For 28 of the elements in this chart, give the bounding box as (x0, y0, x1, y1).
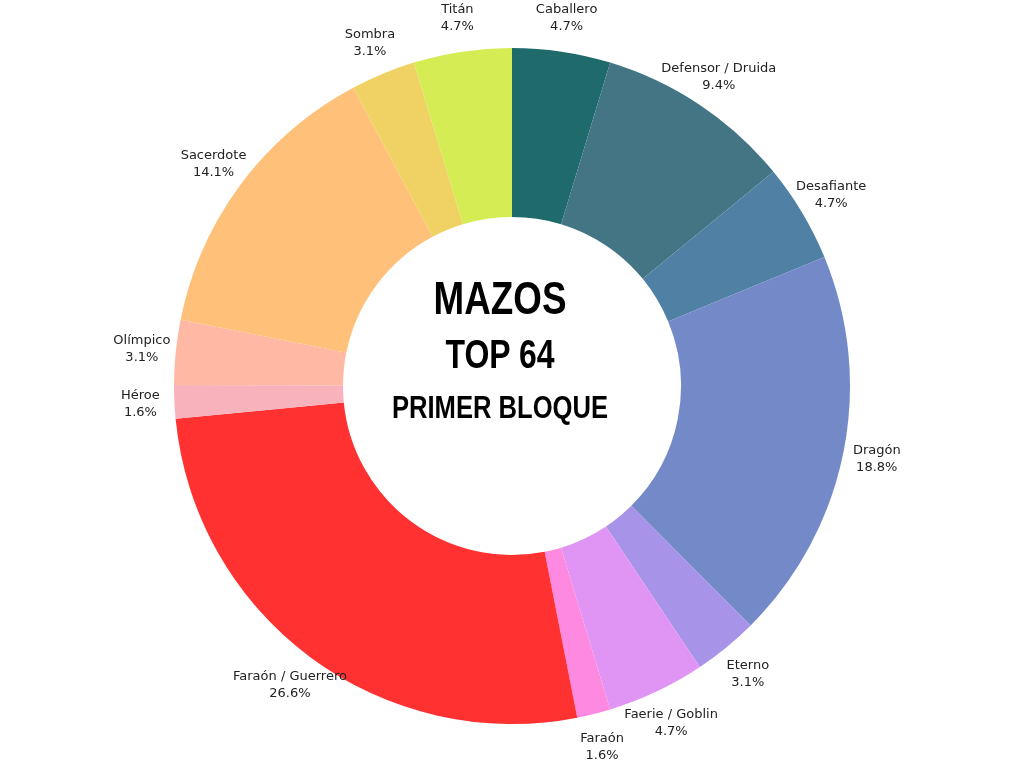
data-label: 14.1% (192, 164, 235, 180)
slice-label: Sombra (344, 25, 396, 41)
data-label: 4.7% (440, 18, 474, 34)
slice-label: Caballero (535, 1, 598, 17)
data-label: 18.8% (856, 459, 898, 475)
data-label: 4.7% (654, 722, 688, 738)
slice-label: Sacerdote (180, 147, 247, 163)
text: MAZOS (432, 271, 568, 326)
data-label: 4.7% (550, 18, 584, 34)
slice-label: Héroe (121, 386, 160, 402)
data-label: 1.6% (585, 747, 619, 763)
data-label: 26.6% (269, 684, 311, 700)
slice-label: Faerie / Goblin (624, 705, 718, 721)
slice-label: Defensor / Druida (661, 60, 777, 76)
data-label: 4.7% (814, 195, 848, 211)
data-label: 9.4% (702, 77, 736, 93)
slice-label: Faraón (580, 730, 624, 746)
slice-label: Desafiante (796, 178, 867, 194)
slice-label: Olímpico (113, 332, 171, 348)
data-label: 3.1% (731, 674, 765, 690)
slice-label: Dragón (852, 442, 901, 458)
slice-label: Eterno (726, 657, 770, 673)
slice-label: Titán (440, 1, 474, 17)
data-label: 3.1% (125, 349, 159, 365)
data-label: 3.1% (353, 42, 387, 58)
data-label: 1.6% (123, 403, 157, 419)
text: TOP 64 (444, 331, 556, 378)
text: PRIMER BLOQUE (390, 388, 610, 427)
